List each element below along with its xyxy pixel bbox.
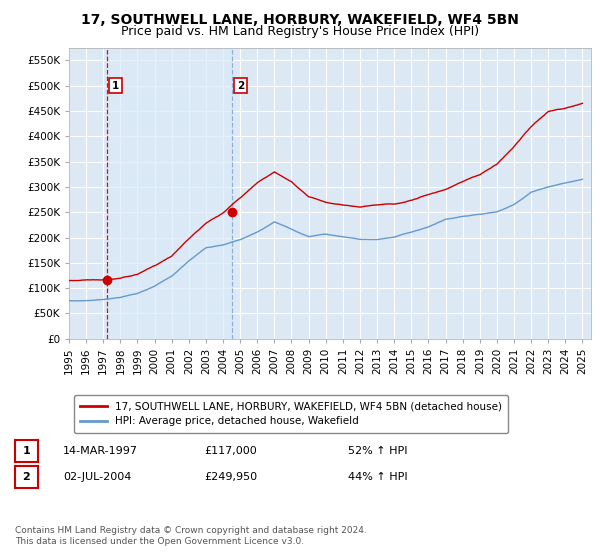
Text: 44% ↑ HPI: 44% ↑ HPI [348, 472, 407, 482]
Text: 14-MAR-1997: 14-MAR-1997 [63, 446, 138, 456]
Legend: 17, SOUTHWELL LANE, HORBURY, WAKEFIELD, WF4 5BN (detached house), HPI: Average p: 17, SOUTHWELL LANE, HORBURY, WAKEFIELD, … [74, 395, 508, 433]
Text: 2: 2 [237, 81, 244, 91]
Text: £117,000: £117,000 [204, 446, 257, 456]
Text: 02-JUL-2004: 02-JUL-2004 [63, 472, 131, 482]
Text: 1: 1 [112, 81, 119, 91]
Text: 1: 1 [23, 446, 30, 456]
Text: Contains HM Land Registry data © Crown copyright and database right 2024.
This d: Contains HM Land Registry data © Crown c… [15, 526, 367, 546]
Bar [107, 48, 232, 339]
Text: £249,950: £249,950 [204, 472, 257, 482]
Text: Price paid vs. HM Land Registry's House Price Index (HPI): Price paid vs. HM Land Registry's House … [121, 25, 479, 38]
Text: 2: 2 [23, 472, 30, 482]
Text: 17, SOUTHWELL LANE, HORBURY, WAKEFIELD, WF4 5BN: 17, SOUTHWELL LANE, HORBURY, WAKEFIELD, … [81, 13, 519, 27]
Text: 52% ↑ HPI: 52% ↑ HPI [348, 446, 407, 456]
